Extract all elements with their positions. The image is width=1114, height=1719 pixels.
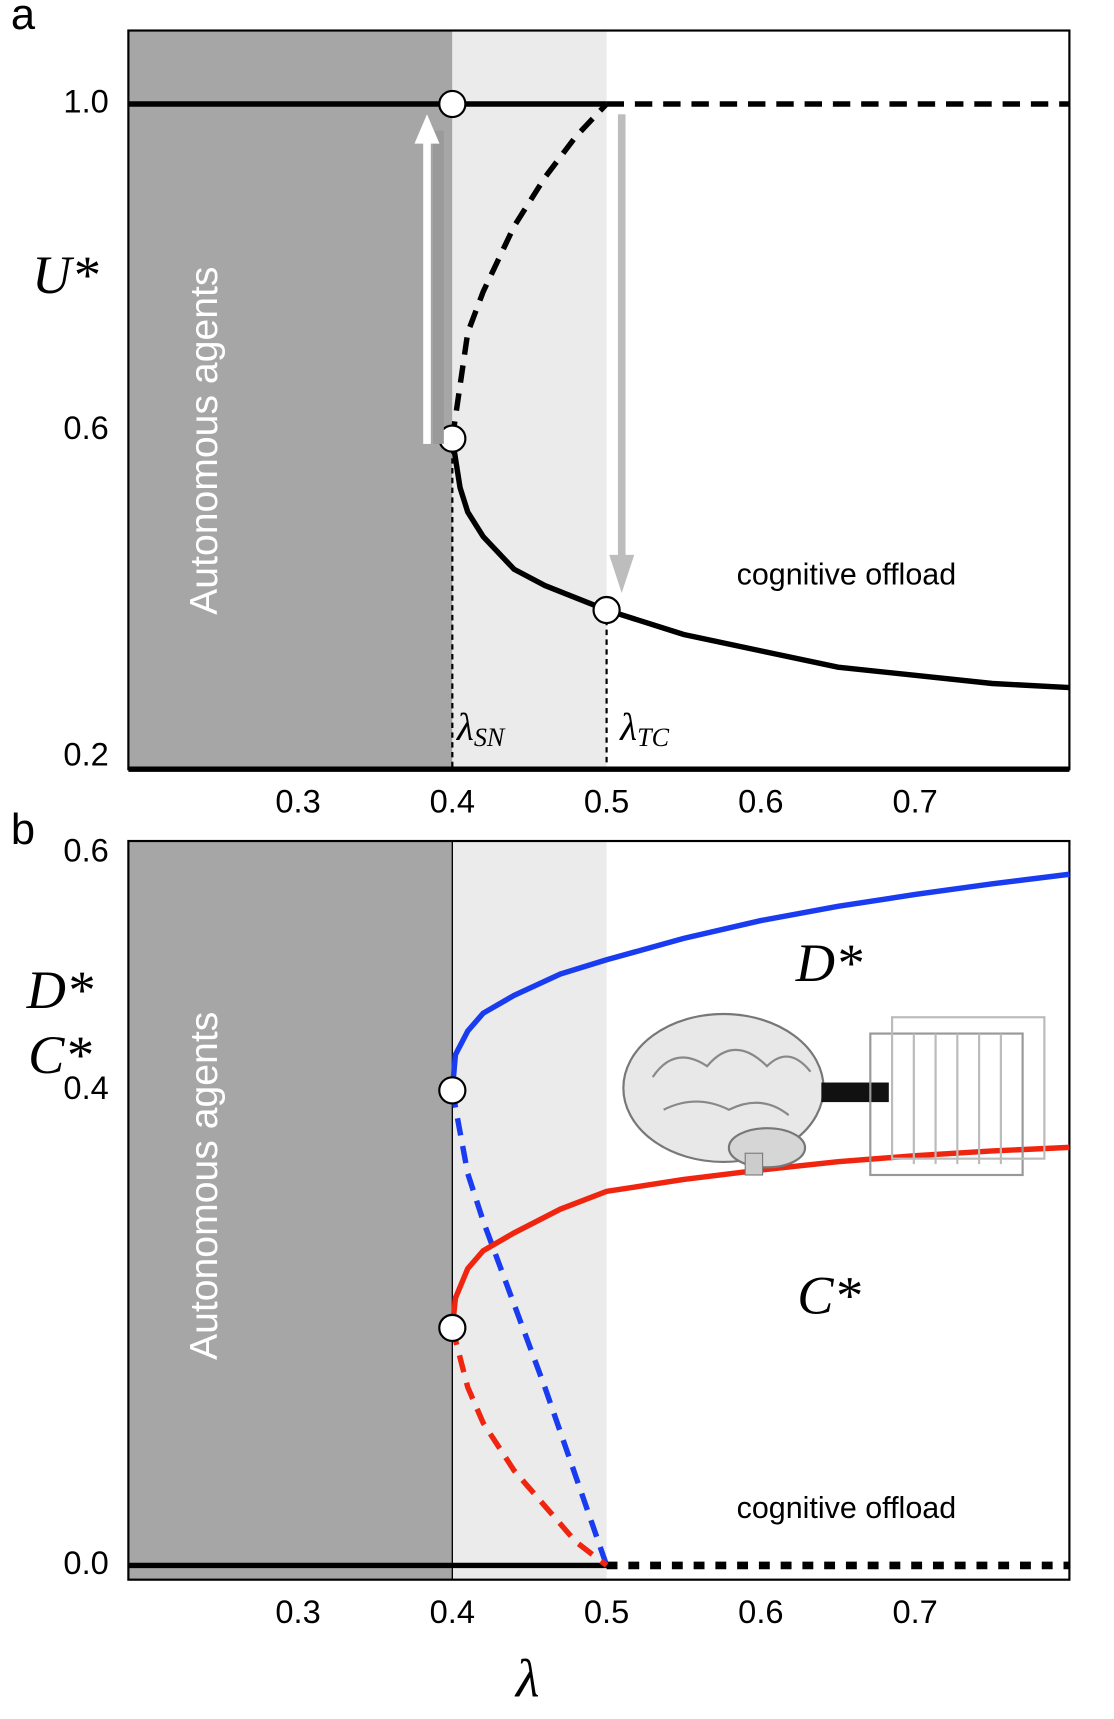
plot-layer: 0.3 0.4 0.5 0.6 0.7 0.2 0.6 1.0 0.3 0.4 0.5 0.6 0.7 0… [63, 29, 1071, 1630]
panel-label: b [11, 806, 35, 854]
x-tick-label: 0.5 [584, 1593, 629, 1630]
series-line [449, 1327, 609, 1568]
x-tick-label: 0.4 [430, 783, 475, 820]
symbol: λ [456, 706, 474, 749]
annotation: cognitive offload [737, 1491, 957, 1525]
x-tick-label: 0.4 [430, 1593, 475, 1630]
series-line [449, 1089, 610, 1567]
y-tick-label: 0.4 [63, 1069, 108, 1106]
arrow-down [609, 114, 635, 593]
x-tick-label: 0.6 [738, 1593, 783, 1630]
subscript: SN [474, 723, 506, 752]
y-label: D* [26, 960, 94, 1020]
y-tick-label: 0.6 [63, 832, 108, 869]
annotation: Autonomous agents [183, 267, 226, 615]
lambda-label: λTC [619, 706, 669, 752]
arrow-up [414, 114, 444, 444]
band [452, 30, 607, 770]
series-line [449, 1144, 1070, 1329]
brain-illustration [622, 1012, 1046, 1177]
y-tick-label: 0.0 [63, 1544, 108, 1581]
x-tick-label: 0.7 [892, 1593, 937, 1630]
y-label: U* [32, 245, 99, 305]
band [452, 841, 607, 1580]
annotation: cognitive offload [737, 558, 957, 592]
point [438, 89, 467, 119]
curve-label: C* [797, 1266, 861, 1326]
point [438, 1313, 467, 1343]
curve-label: D* [795, 933, 863, 993]
y-label: C* [28, 1025, 92, 1085]
x-tick-label: 0.3 [275, 783, 320, 820]
point [438, 1076, 467, 1105]
point [592, 595, 621, 625]
y-tick-label: 0.2 [63, 736, 108, 773]
band [128, 30, 453, 770]
x-tick-label: 0.5 [584, 783, 629, 820]
x-tick-label: 0.7 [892, 783, 937, 820]
x-tick-label: 0.3 [275, 1593, 320, 1630]
lambda-label: λSN [456, 706, 506, 752]
annotation: Autonomous agents [183, 1012, 226, 1360]
subscript: TC [637, 723, 670, 752]
y-tick-label: 0.6 [63, 409, 108, 446]
panel-label: a [11, 0, 36, 39]
frame [127, 839, 1071, 1581]
x-label: λ [514, 1649, 540, 1709]
series-line [449, 871, 1070, 1091]
x-tick-label: 0.6 [738, 783, 783, 820]
symbol: λ [619, 706, 637, 749]
band [128, 841, 453, 1580]
y-tick-label: 1.0 [63, 83, 108, 120]
